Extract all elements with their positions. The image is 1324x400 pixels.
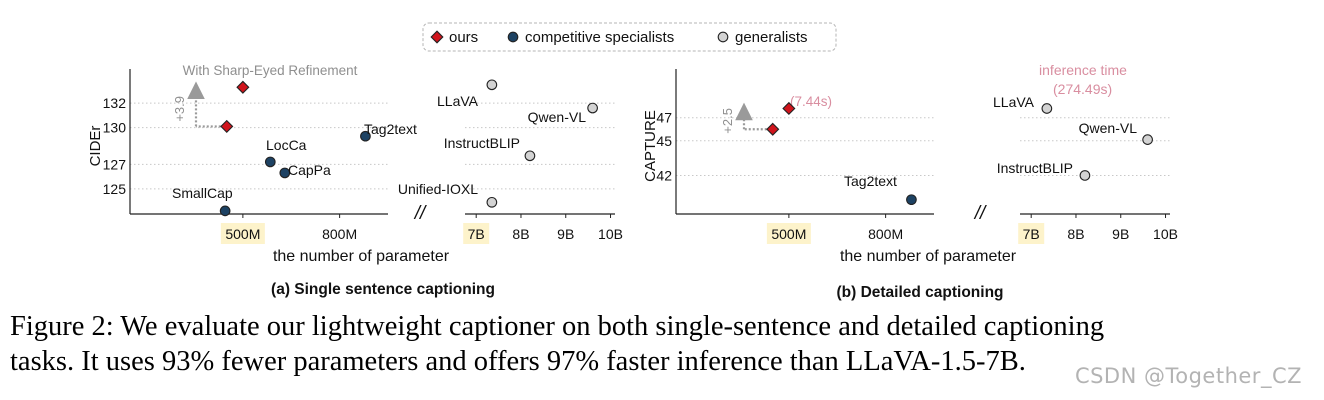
x-axis-label: the number of parameter bbox=[273, 248, 450, 265]
chart-panel-a: 125 127 130 132 // 500M 800M 7B 8B 9B 10B CIDEr the … bbox=[87, 63, 623, 298]
legend-marker-1 bbox=[430, 30, 444, 44]
improvement-label: +2.5 bbox=[720, 108, 735, 134]
y-tick-label-1: 42 bbox=[656, 167, 672, 183]
data-point-generalist-10 bbox=[486, 196, 498, 208]
improvement-label: +3.9 bbox=[172, 96, 187, 122]
legend-label-3: generalists bbox=[735, 29, 808, 46]
y-tick-label-3: 130 bbox=[103, 120, 127, 136]
axis-break: // bbox=[973, 203, 987, 224]
y-tick-label-2: 127 bbox=[103, 156, 127, 172]
point-label-5: Qwen-VL bbox=[1079, 120, 1138, 136]
point-label-5: Tag2text bbox=[364, 121, 417, 137]
y-tick-label-1: 125 bbox=[103, 181, 127, 197]
point-label-10: Unified-IOXL bbox=[398, 181, 478, 197]
legend-marker-2 bbox=[507, 31, 519, 43]
figure-caption: Figure 2: We evaluate our lightweight ca… bbox=[10, 309, 1316, 379]
x-tick-highlight-right bbox=[1018, 223, 1045, 244]
x-tick-label-left-2: 800M bbox=[868, 226, 903, 242]
data-point-ours-2 bbox=[236, 80, 250, 94]
data-point-generalist-9 bbox=[524, 150, 536, 162]
data-point-specialist-6 bbox=[219, 205, 231, 217]
chart-panel-b: 42 45 47 // 500M 800M 7B 8B 9B 10B CAPTURE the numb… bbox=[642, 62, 1178, 301]
y-tick-label-4: 132 bbox=[103, 95, 127, 111]
y-tick-label-3: 47 bbox=[656, 110, 672, 126]
panel-label: (a) bbox=[271, 281, 294, 298]
x-tick-label-right-2: 8B bbox=[512, 226, 529, 242]
x-axis-label: the number of parameter bbox=[840, 248, 1017, 265]
panel-title-text: Single sentence captioning bbox=[294, 281, 495, 298]
x-tick-highlight-left bbox=[220, 223, 265, 244]
x-tick-label-left-1: 500M bbox=[225, 226, 260, 242]
legend-label-1: ours bbox=[449, 29, 478, 46]
x-tick-label-right-1: 7B bbox=[468, 226, 485, 242]
point-label-8: Qwen-VL bbox=[528, 109, 587, 125]
data-point-specialist-4 bbox=[279, 167, 291, 179]
point-label-6: SmallCap bbox=[172, 185, 233, 201]
point-label-4: LLaVA bbox=[993, 94, 1035, 110]
x-tick-label-right-3: 9B bbox=[557, 226, 574, 242]
panel-title-text: Detailed captioning bbox=[861, 284, 1004, 301]
point-label-6: InstructBLIP bbox=[997, 160, 1073, 176]
x-tick-label-right-3: 9B bbox=[1112, 226, 1129, 242]
data-point-ours-2 bbox=[782, 101, 796, 116]
data-point-ours-1 bbox=[220, 119, 234, 133]
figure-canvas: ours competitive specialists generalists 1… bbox=[87, 22, 1178, 301]
data-point-specialist-3 bbox=[906, 194, 917, 206]
ours-inference-time: (7.44s) bbox=[790, 94, 832, 109]
legend-marker-3 bbox=[717, 31, 729, 43]
x-tick-label-right-2: 8B bbox=[1067, 226, 1084, 242]
x-tick-label-left-2: 800M bbox=[322, 226, 357, 242]
point-label-4: CapPa bbox=[288, 162, 331, 178]
x-tick-label-right-1: 7B bbox=[1023, 226, 1040, 242]
legend-frame bbox=[422, 22, 837, 52]
data-point-generalist-7 bbox=[486, 79, 498, 91]
point-label-7: LLaVA bbox=[437, 93, 479, 109]
x-tick-label-left-1: 500M bbox=[771, 226, 806, 242]
point-label-3: LocCa bbox=[266, 137, 307, 153]
inference-time-label: inference time bbox=[1039, 62, 1127, 78]
generalist-inference-time: (274.49s) bbox=[1053, 81, 1112, 97]
caption-line-2: tasks. It uses 93% fewer parameters and … bbox=[10, 346, 1026, 377]
data-point-generalist-8 bbox=[587, 102, 598, 114]
y-axis-label: CIDEr bbox=[87, 126, 104, 167]
panel-title: (b) Detailed captioning bbox=[836, 284, 1003, 301]
caption-line-1: Figure 2: We evaluate our lightweight ca… bbox=[10, 311, 1105, 342]
x-tick-label-right-4: 10B bbox=[1153, 226, 1178, 242]
legend-label-2: competitive specialists bbox=[525, 29, 674, 46]
data-point-ours-1 bbox=[766, 122, 780, 136]
x-tick-highlight-right bbox=[463, 223, 490, 244]
point-label-3: Tag2text bbox=[844, 173, 897, 189]
data-point-generalist-6 bbox=[1079, 170, 1091, 181]
data-point-specialist-5 bbox=[360, 130, 371, 142]
refinement-label: With Sharp-Eyed Refinement bbox=[183, 63, 358, 78]
legend: ours competitive specialists generalists bbox=[422, 22, 837, 52]
y-axis-label: CAPTURE bbox=[642, 110, 659, 182]
panel-label: (b) bbox=[836, 284, 860, 301]
data-point-generalist-4 bbox=[1041, 103, 1053, 114]
x-tick-label-right-4: 10B bbox=[598, 226, 623, 242]
axis-break: // bbox=[413, 203, 427, 224]
panel-title: (a) Single sentence captioning bbox=[271, 281, 495, 298]
watermark: CSDN @Together_CZ bbox=[1074, 364, 1302, 388]
data-point-generalist-5 bbox=[1142, 134, 1153, 146]
data-point-specialist-3 bbox=[264, 156, 276, 168]
point-label-9: InstructBLIP bbox=[444, 135, 520, 151]
y-tick-label-2: 45 bbox=[656, 133, 672, 149]
x-tick-highlight-left bbox=[766, 223, 811, 244]
